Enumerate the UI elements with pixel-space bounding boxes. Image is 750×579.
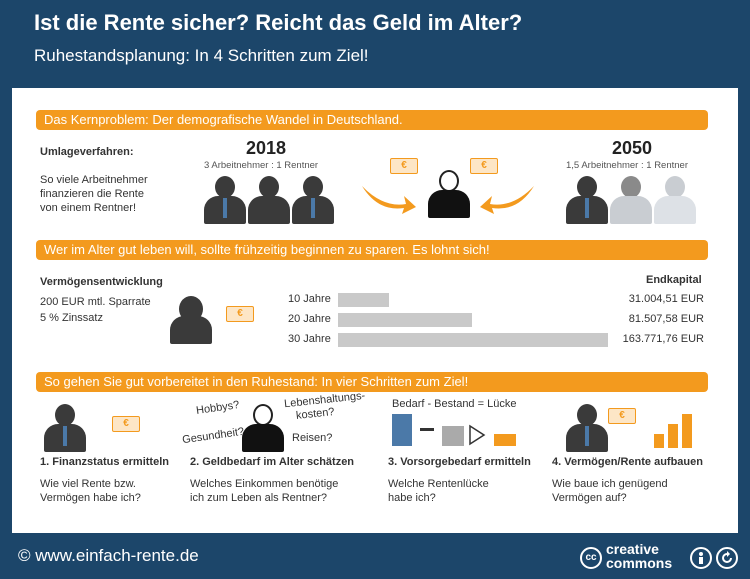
step-title: 2. Geldbedarf im Alter schätzen xyxy=(190,456,355,468)
footer-url[interactable]: © www.einfach-rente.de xyxy=(18,546,199,565)
step-title: 3. Vorsorgebedarf ermitteln xyxy=(388,456,531,468)
page-title: Ist die Rente sicher? Reicht das Geld im… xyxy=(34,10,523,35)
attribution-icon xyxy=(690,547,712,569)
step-text: Wie viel Rente bzw. xyxy=(40,478,136,490)
zinssatz-text: 5 % Zinssatz xyxy=(40,312,103,324)
bestand-block xyxy=(442,426,464,446)
vermoegen-label: Vermögensentwicklung xyxy=(40,276,163,288)
step-text: Vermögen habe ich? xyxy=(40,492,141,504)
growth-bar-2 xyxy=(668,424,678,448)
creative-commons-logo: cc creative commons xyxy=(580,542,740,574)
umlage-label: Umlageverfahren: xyxy=(40,146,134,158)
cc-icon: cc xyxy=(580,547,602,569)
formula-text: Bedarf - Bestand = Lücke xyxy=(392,398,517,410)
retiree-person-icon xyxy=(428,170,470,218)
euro-money-icon: € xyxy=(390,158,418,174)
page-subtitle: Ruhestandsplanung: In 4 Schritten zum Zi… xyxy=(34,46,369,65)
sparrate-text: 200 EUR mtl. Sparrate xyxy=(40,296,151,308)
period-label: 20 Jahre xyxy=(288,313,331,325)
person-icon xyxy=(44,404,86,452)
cc-text-2: commons xyxy=(606,555,673,571)
luecke-block xyxy=(494,434,516,446)
capital-bar xyxy=(338,333,608,347)
section3-banner: So gehen Sie gut vorbereitet in den Ruhe… xyxy=(36,372,708,392)
euro-money-icon: € xyxy=(470,158,498,174)
endkapital-label: Endkapital xyxy=(646,274,702,286)
section1-banner: Das Kernproblem: Der demografische Wande… xyxy=(36,110,708,130)
step-text: ich zum Leben als Rentner? xyxy=(190,492,327,504)
worker-person-icon xyxy=(248,176,290,224)
step-text: Welches Einkommen benötige xyxy=(190,478,339,490)
capital-amount: 31.004,51 EUR xyxy=(628,293,704,305)
capital-amount: 81.507,58 EUR xyxy=(628,313,704,325)
step-text: habe ich? xyxy=(388,492,436,504)
header: Ist die Rente sicher? Reicht das Geld im… xyxy=(0,0,750,88)
bubble-reisen: Reisen? xyxy=(292,432,333,444)
umlage-desc-1: So viele Arbeitnehmer xyxy=(40,174,148,186)
minus-sign xyxy=(420,428,434,431)
year-2018: 2018 xyxy=(246,138,287,158)
growth-bar-1 xyxy=(654,434,664,448)
capital-amount: 163.771,76 EUR xyxy=(622,333,704,345)
euro-money-icon: € xyxy=(112,416,140,432)
growth-bar-3 xyxy=(682,414,692,448)
step-text: Vermögen auf? xyxy=(552,492,627,504)
euro-money-icon: € xyxy=(608,408,636,424)
step-title: 1. Finanzstatus ermitteln xyxy=(40,456,169,468)
content-panel xyxy=(12,88,738,533)
ratio-2050: 1,5 Arbeitnehmer : 1 Rentner xyxy=(566,160,688,171)
thinking-person-icon xyxy=(242,404,284,452)
period-label: 30 Jahre xyxy=(288,333,331,345)
capital-bar xyxy=(338,313,472,327)
umlage-desc-3: von einem Rentner! xyxy=(40,202,136,214)
worker-person-icon xyxy=(610,176,652,224)
person-icon xyxy=(566,404,608,452)
worker-person-icon xyxy=(204,176,246,224)
ratio-2018: 3 Arbeitnehmer : 1 Rentner xyxy=(204,160,319,171)
step-text: Wie baue ich genügend xyxy=(552,478,668,490)
section2-banner: Wer im Alter gut leben will, sollte früh… xyxy=(36,240,708,260)
step-text: Welche Rentenlücke xyxy=(388,478,489,490)
bedarf-block xyxy=(392,414,412,446)
cc-text-1: creative xyxy=(606,541,659,557)
euro-money-icon: € xyxy=(226,306,254,322)
year-2050: 2050 xyxy=(612,138,653,158)
share-alike-icon xyxy=(716,547,738,569)
arrow-right-icon xyxy=(362,186,416,214)
arrow-left-icon xyxy=(480,186,534,214)
umlage-desc-2: finanzieren die Rente xyxy=(40,188,144,200)
period-label: 10 Jahre xyxy=(288,293,331,305)
saver-person-icon xyxy=(170,296,212,344)
capital-bar xyxy=(338,293,389,307)
worker-person-icon xyxy=(566,176,608,224)
worker-person-icon xyxy=(292,176,334,224)
equals-arrow-icon xyxy=(469,424,486,446)
worker-person-faded-icon xyxy=(654,176,696,224)
step-title: 4. Vermögen/Rente aufbauen xyxy=(552,456,703,468)
